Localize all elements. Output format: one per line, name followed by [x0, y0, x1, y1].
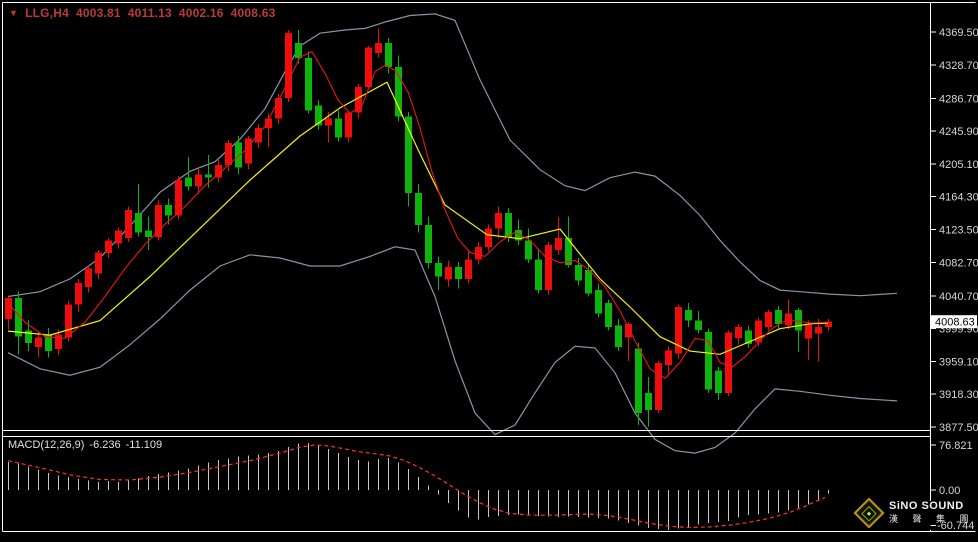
chart-header-ohlc: ▼ LLG,H4 4003.81 4011.13 4002.16 4008.63 [9, 6, 275, 20]
ohlc-high: 4011.13 [127, 6, 172, 20]
macd-signal-line [7, 444, 826, 529]
bollinger-upper-line [7, 13, 898, 298]
price-axis-label: 4245.90 [939, 126, 978, 138]
macd-indicator-header: MACD(12,26,9) -6.236 -11.109 [8, 439, 162, 451]
price-axis-label: 4082.70 [939, 257, 978, 269]
macd-signal-value: -11.109 [125, 439, 163, 451]
price-axis: 4369.50 4328.70 4286.70 4245.90 4205.10 4164.… [930, 27, 978, 434]
ohlc-open: 4003.81 [75, 6, 121, 20]
macd-axis-label: 0.00 [939, 485, 960, 497]
macd-axis: 76.821 0.00 [930, 440, 973, 527]
macd-signal [7, 444, 826, 529]
macd-axis-min-label: -60.744 [937, 520, 975, 532]
moving-averages [7, 50, 829, 380]
ma-red-line [7, 50, 829, 380]
brand-logo: SiNO SOUND 漢 聲 集 團 [853, 496, 975, 529]
price-axis-label: 4164.30 [939, 192, 978, 204]
current-price-label: 4008.63 [935, 317, 975, 329]
ohlc-low: 4002.16 [178, 6, 224, 20]
panel-frame [2, 2, 976, 532]
macd-axis-label: 76.821 [939, 440, 973, 452]
current-price-badge: 4008.63 [931, 315, 977, 329]
candlestick-series [5, 28, 832, 427]
macd-histogram [7, 443, 830, 530]
macd-main-value: -6.236 [89, 439, 121, 451]
ohlc-close: 4008.63 [230, 6, 276, 20]
brand-name: SiNO SOUND [889, 500, 964, 512]
price-axis-label: 4040.70 [939, 291, 978, 303]
sma-yellow-line [7, 81, 829, 355]
price-axis-label: 4286.70 [939, 94, 978, 106]
price-axis-label: 3959.10 [939, 357, 978, 369]
macd-label: MACD(12,26,9) [8, 439, 85, 451]
price-axis-label: 4369.50 [939, 27, 978, 39]
bollinger-bands [7, 13, 898, 454]
brand-name-cn: 漢 聲 集 團 [889, 514, 975, 524]
price-axis-label: 4123.50 [939, 225, 978, 237]
symbol-dropdown-icon[interactable]: ▼ [9, 8, 19, 18]
symbol-label: LLG,H4 [25, 6, 69, 20]
bollinger-lower-line [7, 246, 898, 454]
price-axis-label: 3877.50 [939, 422, 978, 434]
price-axis-label: 3918.30 [939, 389, 978, 401]
price-axis-label: 4205.10 [939, 159, 978, 171]
price-axis-label: 4328.70 [939, 60, 978, 72]
